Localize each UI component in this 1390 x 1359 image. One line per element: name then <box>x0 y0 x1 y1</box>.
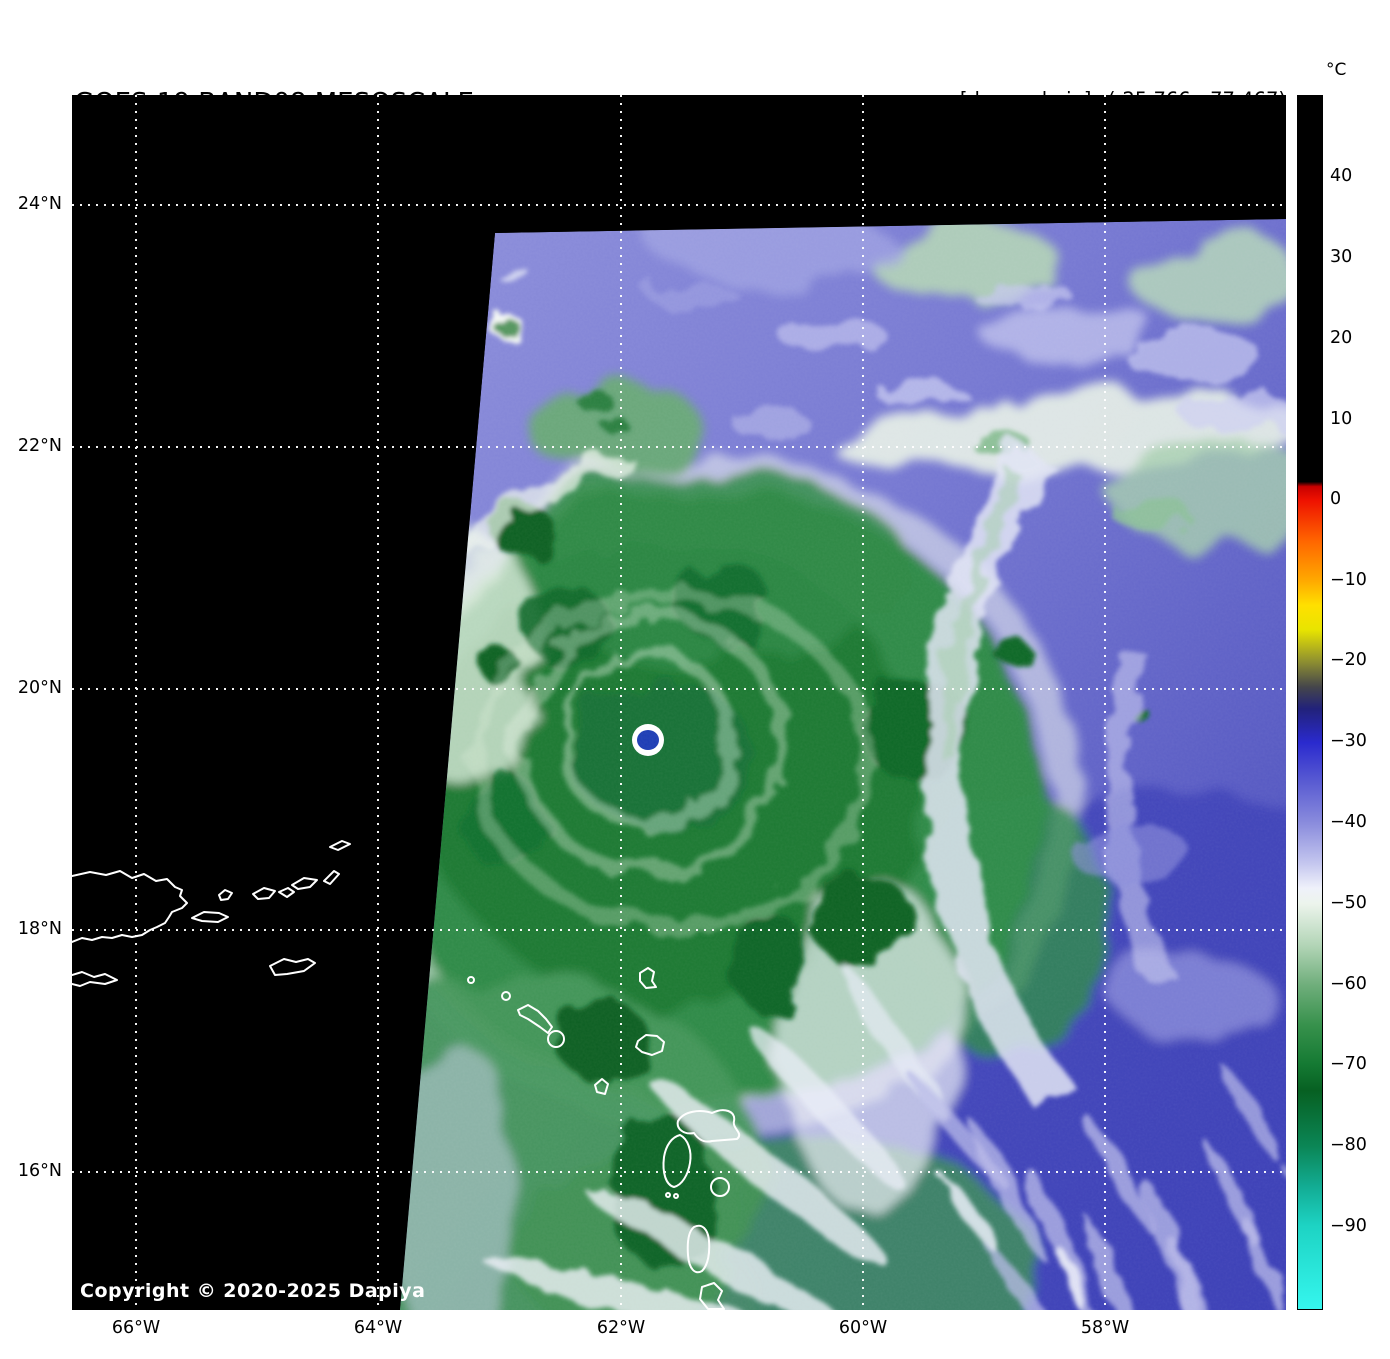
coastline-st-croix <box>269 958 316 976</box>
coastline-tortola <box>291 877 318 890</box>
coastline-montserrat <box>594 1078 609 1095</box>
colorbar-tick-11: −70 <box>1330 1054 1367 1075</box>
colorbar-tick-4: 0 <box>1330 488 1342 509</box>
colorbar-tick-7: −30 <box>1330 730 1367 751</box>
sensor-noise-overlay <box>400 219 1286 1310</box>
coastline-nevis <box>547 1030 565 1048</box>
coastline-basse-terre <box>662 1134 692 1188</box>
coastline-les-saintes-2 <box>673 1193 679 1199</box>
coastline-anegada <box>329 840 351 851</box>
coastline-dominica <box>686 1224 711 1274</box>
colorbar-tick-10: −60 <box>1330 973 1367 994</box>
coastline-culebra <box>218 889 233 901</box>
lat-label-22N: 22°N <box>17 436 62 456</box>
lat-label-18N: 18°N <box>17 919 62 939</box>
coastlines <box>72 840 741 1310</box>
coastline-grande-terre <box>676 1109 741 1143</box>
satellite-map-panel: Copyright © 2020-2025 Dapiya <box>72 95 1286 1310</box>
colorbar-tick-2: 20 <box>1330 327 1353 348</box>
colorbar-tick-13: −90 <box>1330 1215 1367 1236</box>
lat-label-24N: 24°N <box>17 194 62 214</box>
lon-label-60W: 60°W <box>838 1318 888 1338</box>
colorbar-tick-1: 30 <box>1330 246 1353 267</box>
colorbar-tick-0: 40 <box>1330 166 1353 186</box>
coastline-marie-galante <box>710 1177 730 1197</box>
lon-label-64W: 64°W <box>353 1318 403 1338</box>
colorbar-tick-5: −10 <box>1330 570 1367 590</box>
coastline-vieques <box>191 911 229 923</box>
coastline-barbuda <box>639 967 657 989</box>
coastline-st-john <box>278 887 295 898</box>
coastline-st-kitts <box>517 1004 553 1034</box>
colorbar-unit-label: °C <box>1326 60 1347 80</box>
coastline-saba <box>467 976 475 984</box>
satellite-imagery <box>72 95 1286 1310</box>
lon-label-62W: 62°W <box>596 1318 646 1338</box>
coastline-antigua <box>635 1034 665 1056</box>
colorbar-tick-12: −80 <box>1330 1134 1367 1155</box>
coastline-st-eustatius <box>501 991 511 1001</box>
lat-label-16N: 16°N <box>17 1161 62 1181</box>
coastline-les-saintes-1 <box>665 1192 671 1198</box>
coastline-martinique <box>699 1282 725 1310</box>
copyright-watermark: Copyright © 2020-2025 Dapiya <box>80 1280 426 1302</box>
colorbar-tick-3: 10 <box>1330 409 1353 429</box>
coastline-puerto-rico-south <box>72 971 118 987</box>
colorbar-tick-9: −50 <box>1330 892 1367 913</box>
coastline-virgin-gorda <box>323 870 340 885</box>
colorbar-tick-8: −40 <box>1330 812 1367 833</box>
temperature-colorbar <box>1297 95 1323 1310</box>
coastline-st-thomas <box>252 887 276 900</box>
mesoscale-swath <box>400 219 1286 1310</box>
colorbar-tick-6: −20 <box>1330 650 1367 671</box>
coastline-puerto-rico <box>72 870 188 943</box>
lat-label-20N: 20°N <box>17 678 62 698</box>
lon-label-66W: 66°W <box>111 1318 161 1338</box>
lon-label-58W: 58°W <box>1080 1318 1130 1338</box>
